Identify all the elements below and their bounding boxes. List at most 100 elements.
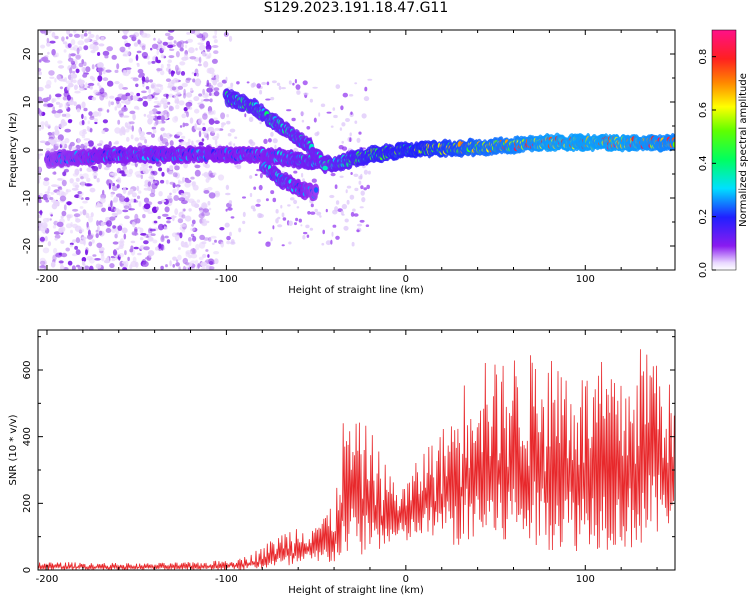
noise-speck: [55, 139, 62, 143]
noise-speck: [146, 131, 153, 135]
noise-speck: [126, 136, 130, 142]
noise-speck: [66, 94, 71, 101]
noise-speck: [365, 224, 370, 227]
noise-speck: [213, 87, 220, 92]
noise-speck: [51, 98, 55, 103]
noise-speck: [61, 179, 67, 187]
noise-speck: [142, 214, 146, 219]
noise-speck: [255, 203, 261, 207]
noise-speck: [137, 226, 141, 230]
noise-speck: [187, 267, 191, 270]
noise-speck: [212, 35, 217, 39]
noise-speck: [82, 73, 88, 78]
noise-speck: [66, 213, 74, 219]
noise-speck: [253, 186, 257, 190]
noise-speck: [47, 51, 50, 55]
noise-speck: [113, 142, 119, 145]
noise-speck: [106, 46, 113, 52]
noise-speck: [69, 67, 73, 74]
noise-speck: [287, 204, 291, 207]
noise-speck: [227, 207, 233, 211]
noise-speck: [177, 85, 184, 90]
noise-speck: [75, 68, 80, 74]
noise-speck: [85, 197, 90, 201]
noise-speck: [200, 267, 206, 270]
noise-speck: [129, 91, 134, 96]
noise-speck: [94, 118, 98, 123]
noise-speck: [160, 265, 164, 270]
noise-speck: [87, 120, 91, 125]
noise-speck: [61, 36, 65, 42]
noise-speck: [128, 58, 133, 63]
noise-speck: [59, 226, 66, 233]
noise-speck: [97, 52, 101, 56]
noise-speck: [208, 118, 215, 125]
noise-speck: [64, 113, 71, 118]
noise-speck: [61, 113, 67, 117]
noise-speck: [116, 167, 122, 174]
noise-speck: [166, 220, 171, 224]
noise-speck: [149, 79, 153, 83]
noise-speck: [195, 47, 198, 51]
noise-speck: [208, 127, 214, 132]
noise-speck: [45, 148, 51, 151]
snr-axes: -200 -100 0 100 0 200 400 600: [22, 330, 675, 585]
noise-speck: [248, 116, 254, 123]
noise-speck: [117, 119, 121, 125]
noise-speck: [99, 197, 106, 204]
noise-speck: [198, 56, 202, 64]
noise-speck: [145, 86, 150, 90]
noise-speck: [119, 263, 125, 266]
noise-speck: [358, 131, 362, 135]
noise-speck: [189, 56, 197, 60]
noise-speck: [214, 120, 220, 125]
noise-speck: [341, 122, 346, 127]
noise-speck: [205, 44, 212, 51]
noise-speck: [89, 257, 95, 264]
noise-speck: [117, 93, 125, 99]
noise-speck: [88, 31, 92, 35]
noise-speck: [124, 197, 130, 203]
noise-speck: [312, 86, 318, 89]
noise-speck: [63, 168, 69, 173]
noise-speck: [204, 92, 209, 97]
noise-speck: [83, 116, 87, 121]
noise-speck: [166, 132, 172, 139]
noise-speck: [277, 224, 283, 228]
noise-speck: [79, 130, 86, 137]
noise-speck: [172, 256, 177, 261]
noise-speck: [225, 76, 228, 82]
noise-speck: [148, 88, 151, 94]
noise-speck: [217, 82, 224, 88]
noise-speck: [256, 83, 262, 89]
noise-speck: [169, 192, 172, 196]
noise-speck: [109, 216, 116, 221]
noise-speck: [160, 244, 164, 251]
noise-speck: [101, 207, 106, 213]
noise-speck: [226, 240, 231, 245]
noise-speck: [147, 118, 153, 125]
noise-speck: [186, 103, 191, 110]
noise-speck: [81, 101, 86, 109]
noise-speck: [236, 164, 242, 170]
noise-speck: [196, 72, 200, 77]
noise-speck: [79, 211, 83, 216]
noise-speck: [354, 120, 358, 124]
noise-speck: [201, 202, 208, 210]
noise-speck: [172, 77, 179, 84]
noise-speck: [181, 244, 189, 248]
chart-title: S129.2023.191.18.47.G11: [263, 0, 449, 16]
noise-speck: [122, 69, 127, 76]
spectrogram-ylabel: Frequency (Hz): [8, 112, 19, 188]
noise-speck: [293, 199, 298, 205]
noise-speck: [270, 237, 273, 242]
noise-speck: [358, 180, 362, 185]
noise-speck: [194, 169, 201, 177]
noise-speck: [332, 224, 337, 228]
noise-speck: [330, 172, 336, 177]
noise-speck: [200, 99, 204, 103]
noise-speck: [38, 153, 43, 156]
noise-speck: [198, 93, 203, 97]
noise-speck: [208, 52, 212, 59]
